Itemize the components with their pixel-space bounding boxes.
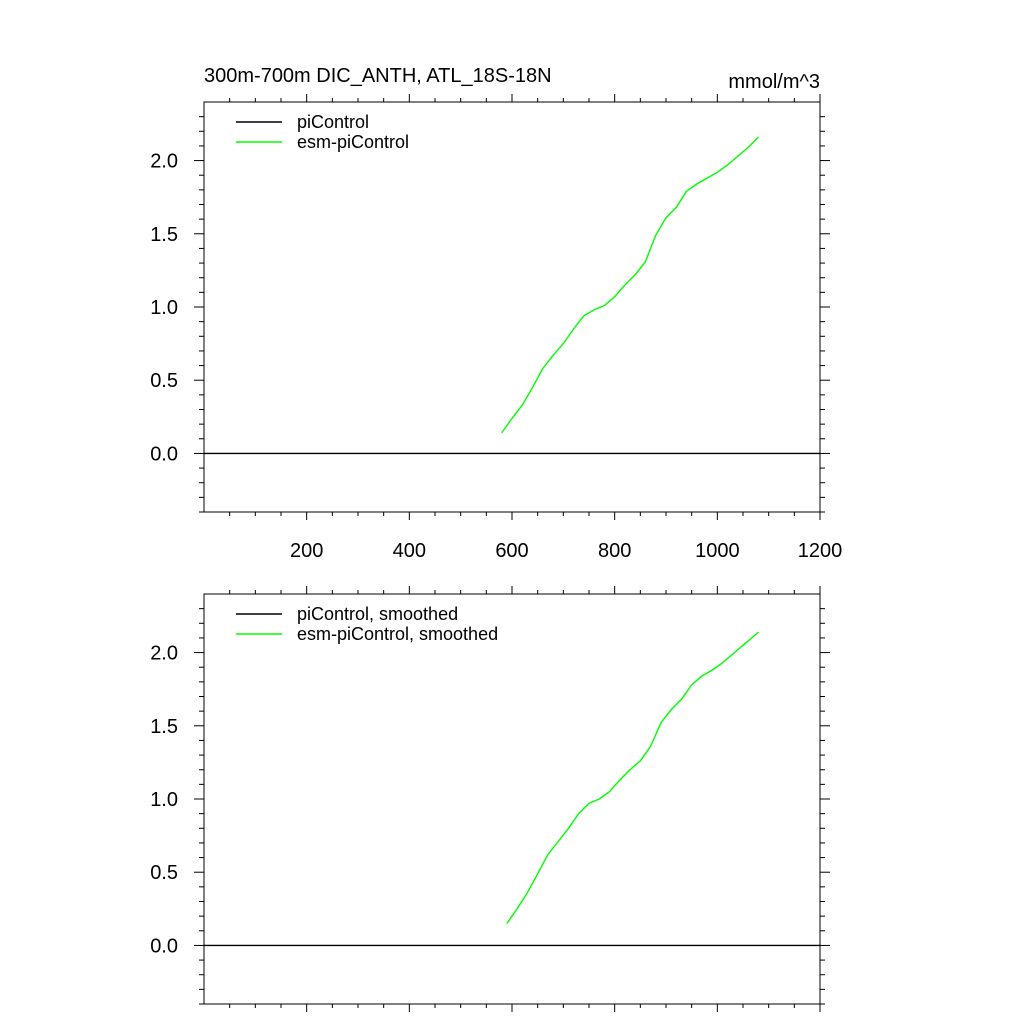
y-tick-label: 0.5 (150, 370, 178, 392)
x-tick-label: 800 (598, 540, 631, 562)
y-tick-label: 1.0 (150, 789, 178, 811)
plot-frame (203, 101, 821, 513)
y-tick-label: 1.0 (150, 297, 178, 319)
y-tick-label: 0.5 (150, 862, 178, 884)
x-tick-label: 1200 (798, 540, 843, 562)
chart-title: 300m-700m DIC_ANTH, ATL_18S-18N (204, 65, 552, 87)
series-line-esm-picontrol (506, 631, 759, 924)
series-line-esm-picontrol (501, 136, 759, 434)
y-tick-label: 2.0 (150, 643, 178, 665)
x-tick-label: 1000 (695, 540, 740, 562)
x-tick-label: 400 (393, 540, 426, 562)
chart-panel-1: 0.0 0.5 1.0 1.5 2.0 200 400 600 800 1000 1200 300m-… (150, 65, 842, 562)
plot-frame (203, 593, 821, 1005)
legend-label: piControl, smoothed (297, 604, 458, 624)
y-tick-label: 0.0 (150, 935, 178, 957)
y-tick-label: 2.0 (150, 151, 178, 173)
legend-label: esm-piControl (297, 132, 409, 152)
x-tick-label: 600 (495, 540, 528, 562)
legend-label: piControl (297, 112, 369, 132)
y-tick-label: 1.5 (150, 224, 178, 246)
chart-panel-2: 0.0 0.5 1.0 1.5 2.0 piControl, smoothedesm-pi… (150, 586, 830, 1012)
legend-label: esm-piControl, smoothed (297, 624, 498, 644)
y-tick-label: 0.0 (150, 443, 178, 465)
x-tick-label: 200 (290, 540, 323, 562)
units-label: mmol/m^3 (728, 71, 820, 93)
y-tick-label: 1.5 (150, 716, 178, 738)
